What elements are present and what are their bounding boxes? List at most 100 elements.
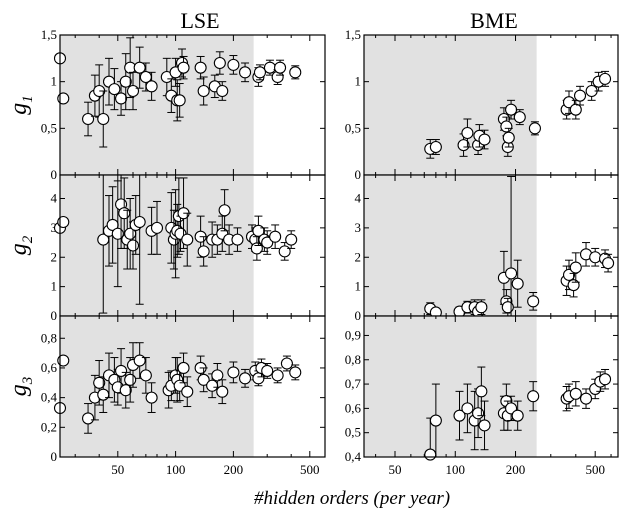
data-point (238, 62, 252, 83)
y-axis-label-g2: g2 (6, 235, 36, 255)
panel-frame (363, 315, 619, 458)
data-marker (145, 80, 158, 93)
data-point (97, 175, 110, 314)
data-point (177, 352, 190, 384)
data-point (82, 101, 95, 137)
data-point (598, 368, 612, 390)
x-tick-label: 100 (166, 462, 186, 477)
data-point (181, 376, 194, 408)
y-axis-label-g1: g1 (6, 95, 36, 115)
data-point (197, 236, 210, 267)
y-tick-label: 0 (51, 167, 58, 182)
data-marker (573, 89, 587, 102)
data-point (569, 99, 582, 120)
data-marker (569, 103, 582, 116)
data-marker (475, 385, 488, 398)
data-point (97, 90, 110, 148)
data-point (108, 68, 121, 111)
data-marker (598, 72, 612, 85)
y-tick-label: 0,5 (345, 120, 361, 135)
data-point (511, 400, 524, 431)
data-marker (115, 364, 128, 377)
data-marker (238, 66, 252, 79)
data-point (569, 381, 582, 407)
x-tick-label: 100 (446, 462, 466, 477)
panels: 00,511,500,511,5g10123401234g200,20,40,6… (6, 27, 619, 477)
y-tick-label: 4 (51, 191, 58, 206)
data-point (461, 383, 474, 434)
data-marker (505, 267, 518, 280)
data-marker (133, 354, 146, 367)
data-marker (206, 379, 219, 392)
data-marker (197, 245, 210, 258)
data-marker (429, 414, 442, 427)
data-marker (285, 233, 298, 246)
panel-r2-left: 0 1 2 3 4 (51, 174, 326, 323)
data-point (139, 357, 152, 394)
data-point (194, 55, 207, 80)
data-marker (181, 233, 194, 246)
data-point (227, 361, 240, 384)
data-point (501, 297, 514, 317)
data-point (269, 224, 282, 249)
data-marker (562, 268, 576, 281)
data-marker (150, 221, 164, 234)
data-marker (253, 66, 266, 79)
data-point (271, 367, 284, 384)
data-marker (475, 301, 488, 314)
data-point (211, 362, 224, 388)
data-marker (145, 391, 158, 404)
data-marker (93, 376, 106, 389)
y-tick-label: 0,6 (41, 360, 58, 375)
y-tick-label: 0 (355, 167, 362, 182)
data-marker (124, 373, 137, 386)
data-point (197, 367, 210, 393)
data-point (218, 189, 231, 232)
data-point (511, 259, 524, 308)
y-tick-label: 0,2 (41, 419, 57, 434)
data-point (173, 83, 186, 118)
data-marker (500, 120, 513, 133)
data-marker (197, 84, 210, 98)
y-tick-label: 0 (355, 308, 362, 323)
data-marker (278, 245, 291, 258)
data-point (216, 81, 229, 101)
data-point (115, 81, 128, 116)
panel-r2-right: 0 1 2 3 4 (355, 174, 619, 323)
data-marker (289, 366, 302, 379)
data-point (181, 212, 194, 267)
data-point (579, 388, 593, 409)
data-marker (478, 133, 491, 146)
x-tick-label: 50 (111, 462, 124, 477)
data-marker (231, 233, 244, 246)
data-marker (261, 364, 274, 377)
data-marker (567, 279, 580, 292)
data-point (238, 368, 252, 388)
data-marker (505, 103, 518, 116)
data-marker (269, 230, 282, 243)
panel-r1-right: 0 0,5 1 1,5 (345, 27, 619, 182)
x-tick-label: 200 (506, 462, 526, 477)
data-point (461, 118, 474, 148)
data-marker (569, 387, 582, 400)
data-point (111, 180, 124, 288)
data-point (145, 382, 158, 413)
data-marker (111, 227, 124, 240)
data-marker (511, 277, 524, 290)
data-marker (562, 96, 576, 109)
data-point (429, 139, 442, 155)
data-marker (502, 131, 515, 144)
data-point (119, 53, 132, 111)
shaded-region (60, 35, 254, 175)
data-point (453, 390, 466, 441)
data-marker (589, 251, 602, 264)
data-marker (238, 372, 252, 385)
data-point (261, 362, 274, 379)
data-point (261, 230, 274, 255)
y-axis-label-main: g (6, 243, 32, 255)
data-marker (511, 409, 524, 422)
data-marker (177, 361, 190, 374)
data-point (475, 366, 488, 417)
data-marker (527, 295, 540, 308)
